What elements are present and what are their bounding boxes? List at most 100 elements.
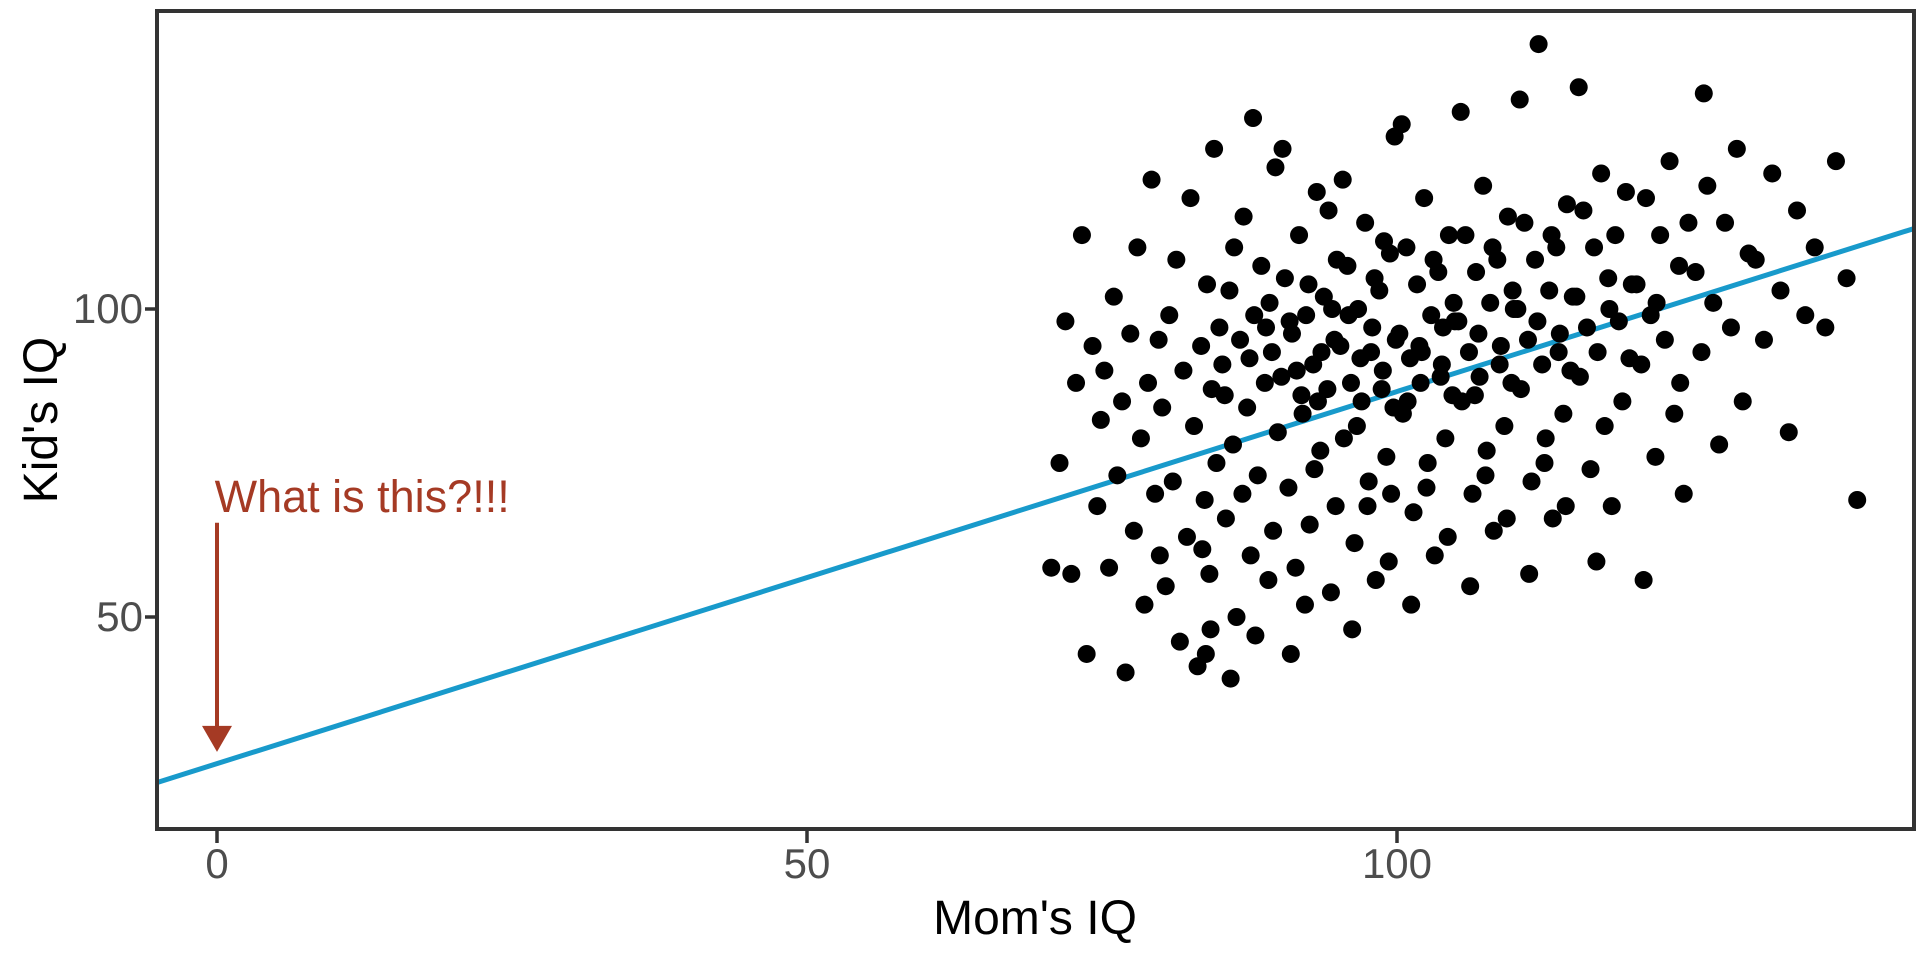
data-point: [1511, 380, 1530, 399]
data-point: [1216, 509, 1235, 528]
data-point: [1279, 478, 1298, 497]
data-point: [1491, 336, 1510, 355]
data-point: [1436, 429, 1455, 448]
data-point: [1375, 232, 1394, 251]
data-point: [1312, 343, 1331, 362]
data-point: [1056, 312, 1075, 331]
data-point: [1345, 534, 1364, 553]
data-point: [1425, 546, 1444, 565]
data-point: [1113, 392, 1132, 411]
data-point: [1461, 577, 1480, 596]
data-point: [1177, 527, 1196, 546]
data-point: [1655, 330, 1674, 349]
data-point: [1174, 361, 1193, 380]
data-point: [1163, 472, 1182, 491]
data-point: [1402, 595, 1421, 614]
data-point: [1554, 404, 1573, 423]
data-point: [1660, 152, 1679, 171]
data-point: [1694, 84, 1713, 103]
data-point: [1365, 269, 1384, 288]
data-point: [1754, 330, 1773, 349]
data-point: [1848, 490, 1867, 509]
data-point: [1533, 355, 1552, 374]
data-point: [1205, 139, 1224, 158]
data-point: [1156, 577, 1175, 596]
y-tick-label: 50: [96, 593, 143, 640]
data-point: [1146, 484, 1165, 503]
annotation-what-is-this: What is this?!!!: [214, 470, 510, 522]
data-point: [1632, 355, 1651, 374]
data-point: [1581, 460, 1600, 479]
data-point: [1128, 238, 1147, 257]
data-point: [1557, 195, 1576, 214]
data-point: [1293, 404, 1312, 423]
data-point: [1627, 275, 1646, 294]
data-point: [1255, 373, 1274, 392]
data-point: [1170, 632, 1189, 651]
data-point: [1257, 318, 1276, 337]
data-point: [1390, 324, 1409, 343]
data-point: [1424, 250, 1443, 269]
data-point: [1124, 521, 1143, 540]
data-point: [1181, 189, 1200, 208]
data-point: [1343, 620, 1362, 639]
data-point: [1299, 275, 1318, 294]
data-point: [1692, 343, 1711, 362]
data-point: [1067, 373, 1086, 392]
data-point: [1149, 330, 1168, 349]
data-point: [1213, 355, 1232, 374]
data-point: [1483, 238, 1502, 257]
x-tick-label: 0: [205, 840, 229, 887]
data-point: [1763, 164, 1782, 183]
data-point: [1359, 472, 1378, 491]
data-point: [1252, 256, 1271, 275]
data-point: [1142, 170, 1161, 189]
data-point: [1587, 552, 1606, 571]
data-point: [1469, 324, 1488, 343]
data-point: [1595, 417, 1614, 436]
data-point: [1788, 201, 1807, 220]
data-point: [1470, 367, 1489, 386]
data-point: [1088, 497, 1107, 516]
data-point: [1600, 300, 1619, 318]
data-point: [1193, 540, 1212, 559]
data-point: [1415, 189, 1434, 208]
data-point: [1042, 558, 1061, 577]
data-point: [1826, 152, 1845, 171]
data-point: [1569, 78, 1588, 97]
data-point: [1311, 441, 1330, 460]
data-point: [1382, 484, 1401, 503]
data-point: [1121, 324, 1140, 343]
data-point: [1646, 447, 1665, 466]
data-point: [1528, 312, 1547, 331]
data-point: [1508, 300, 1527, 318]
data-point: [1398, 392, 1417, 411]
data-point: [1634, 571, 1653, 590]
data-point: [1273, 139, 1292, 158]
data-point: [1300, 515, 1319, 534]
data-point: [1456, 226, 1475, 245]
data-point: [1207, 454, 1226, 472]
data-point: [1362, 343, 1381, 362]
data-point: [1323, 300, 1342, 318]
data-point: [1321, 583, 1340, 602]
data-point: [1636, 189, 1655, 208]
data-point: [1704, 293, 1723, 312]
data-point: [1292, 386, 1311, 405]
data-point: [1319, 201, 1338, 220]
data-point: [1522, 472, 1541, 491]
data-point: [1223, 435, 1242, 454]
data-point: [1476, 466, 1495, 485]
data-point: [1275, 269, 1294, 288]
data-point: [1221, 669, 1240, 688]
data-point: [1816, 318, 1835, 337]
data-point: [1373, 361, 1392, 380]
data-point: [1721, 318, 1740, 337]
data-point: [1616, 182, 1635, 201]
data-point: [1418, 454, 1437, 472]
data-point: [1238, 398, 1257, 417]
data-point: [1698, 176, 1717, 195]
data-point: [1481, 293, 1500, 312]
x-tick-label: 50: [783, 840, 831, 887]
